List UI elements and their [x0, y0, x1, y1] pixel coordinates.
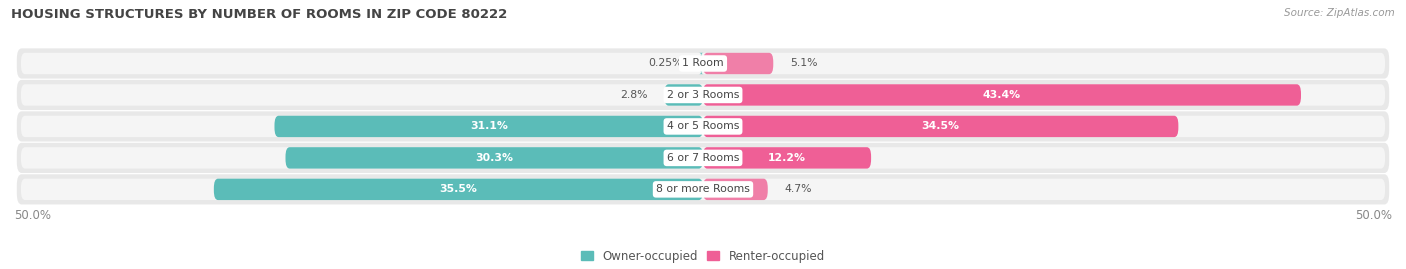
FancyBboxPatch shape	[17, 143, 1389, 173]
FancyBboxPatch shape	[274, 116, 703, 137]
FancyBboxPatch shape	[665, 84, 703, 106]
Text: 8 or more Rooms: 8 or more Rooms	[657, 184, 749, 194]
FancyBboxPatch shape	[703, 147, 872, 169]
FancyBboxPatch shape	[21, 53, 1385, 74]
Text: Source: ZipAtlas.com: Source: ZipAtlas.com	[1284, 8, 1395, 18]
Text: 50.0%: 50.0%	[14, 209, 51, 222]
Text: 4.7%: 4.7%	[785, 184, 811, 194]
FancyBboxPatch shape	[214, 179, 703, 200]
FancyBboxPatch shape	[703, 53, 773, 74]
Text: 30.3%: 30.3%	[475, 153, 513, 163]
FancyBboxPatch shape	[285, 147, 703, 169]
Text: 4 or 5 Rooms: 4 or 5 Rooms	[666, 121, 740, 132]
Legend: Owner-occupied, Renter-occupied: Owner-occupied, Renter-occupied	[576, 245, 830, 267]
Text: 0.25%: 0.25%	[648, 58, 683, 69]
Text: 43.4%: 43.4%	[983, 90, 1021, 100]
FancyBboxPatch shape	[17, 174, 1389, 204]
Text: 12.2%: 12.2%	[768, 153, 806, 163]
FancyBboxPatch shape	[21, 179, 1385, 200]
Text: HOUSING STRUCTURES BY NUMBER OF ROOMS IN ZIP CODE 80222: HOUSING STRUCTURES BY NUMBER OF ROOMS IN…	[11, 8, 508, 21]
FancyBboxPatch shape	[17, 111, 1389, 141]
FancyBboxPatch shape	[17, 48, 1389, 79]
FancyBboxPatch shape	[21, 147, 1385, 169]
FancyBboxPatch shape	[703, 116, 1178, 137]
Text: 50.0%: 50.0%	[1355, 209, 1392, 222]
Text: 31.1%: 31.1%	[470, 121, 508, 132]
FancyBboxPatch shape	[703, 179, 768, 200]
Text: 35.5%: 35.5%	[440, 184, 478, 194]
FancyBboxPatch shape	[21, 116, 1385, 137]
FancyBboxPatch shape	[21, 84, 1385, 106]
Text: 1 Room: 1 Room	[682, 58, 724, 69]
Text: 6 or 7 Rooms: 6 or 7 Rooms	[666, 153, 740, 163]
FancyBboxPatch shape	[703, 84, 1301, 106]
Text: 34.5%: 34.5%	[922, 121, 960, 132]
Text: 2.8%: 2.8%	[620, 90, 648, 100]
Text: 2 or 3 Rooms: 2 or 3 Rooms	[666, 90, 740, 100]
FancyBboxPatch shape	[699, 53, 703, 74]
Text: 5.1%: 5.1%	[790, 58, 817, 69]
FancyBboxPatch shape	[17, 80, 1389, 110]
